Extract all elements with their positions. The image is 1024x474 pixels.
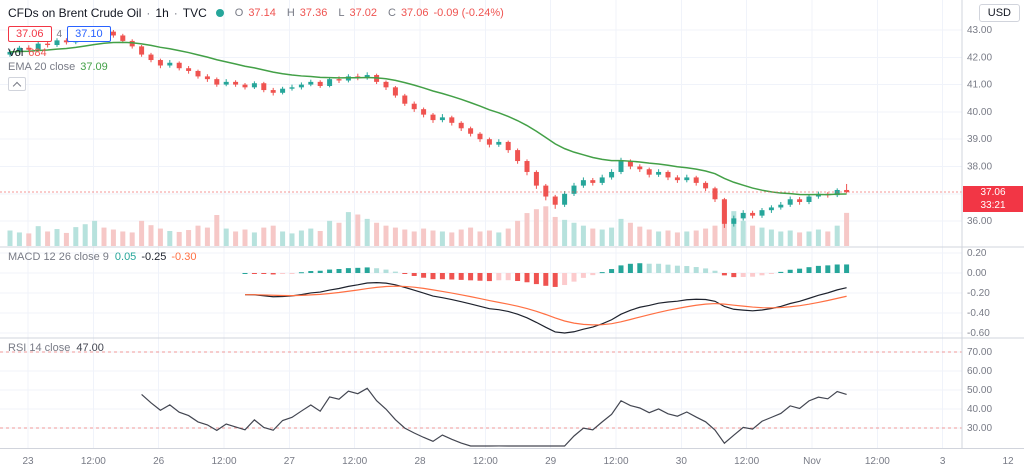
high-label: H (286, 7, 295, 19)
rsi-value: 47.00 (76, 342, 104, 354)
time-axis-label: 12:00 (864, 456, 890, 467)
volume-legend[interactable]: Vol 684 (8, 47, 47, 59)
svg-text:-0.40: -0.40 (967, 308, 990, 319)
pane-separators[interactable] (0, 0, 1024, 448)
chevron-up-icon (12, 81, 22, 90)
close-value: 37.06 (400, 7, 429, 19)
time-axis-label: 12:00 (211, 456, 237, 467)
time-axis-label: 12 (1002, 456, 1014, 467)
time-axis-label: 26 (153, 456, 165, 467)
svg-text:60.00: 60.00 (967, 366, 992, 377)
rsi-label: RSI 14 close (8, 342, 71, 354)
svg-text:70.00: 70.00 (967, 347, 992, 358)
time-axis-label: 30 (675, 456, 687, 467)
svg-text:43.00: 43.00 (967, 25, 992, 36)
interval-label[interactable]: 1h (155, 6, 169, 20)
time-axis[interactable]: 23 12:00 26 12:00 27 12:00 28 12:00 29 12:00 30 12:… (0, 448, 1024, 474)
macd-line-value: -0.25 (141, 251, 167, 263)
svg-text:40.00: 40.00 (967, 404, 992, 415)
exchange-label: TVC (182, 6, 207, 20)
change-value: -0.09 (-0.24%) (433, 7, 504, 19)
svg-text:38.00: 38.00 (967, 162, 992, 173)
buy-button[interactable]: 37.10 (67, 26, 111, 42)
realtime-data-icon[interactable] (215, 9, 224, 17)
time-axis-label: 27 (283, 456, 295, 467)
ema-line (9, 41, 847, 196)
ema-label: EMA 20 close (8, 61, 76, 73)
currency-button[interactable]: USD (978, 4, 1020, 22)
svg-text:0.20: 0.20 (967, 248, 987, 259)
svg-text:50.00: 50.00 (967, 385, 992, 396)
svg-text:0.00: 0.00 (967, 268, 987, 279)
low-label: L (338, 7, 345, 19)
rsi-plot (0, 351, 962, 447)
close-label: C (387, 7, 396, 19)
gridlines (0, 0, 962, 448)
svg-text:-0.20: -0.20 (967, 288, 990, 299)
open-label: O (234, 7, 244, 19)
chart-canvas[interactable]: 43.0042.0041.0040.0039.0038.0037.0036.00… (0, 0, 1024, 448)
time-axis-label: 3 (939, 456, 946, 467)
separator-dot: · (146, 6, 151, 20)
time-axis-label: 23 (22, 456, 34, 467)
symbol-title[interactable]: CFDs on Brent Crude Oil (8, 6, 142, 20)
macd-signal-value: -0.30 (171, 251, 197, 263)
svg-text:36.00: 36.00 (967, 216, 992, 227)
sell-button[interactable]: 37.06 (8, 26, 52, 42)
high-value: 37.36 (299, 7, 328, 19)
last-price-badge: 37.06 (963, 185, 1023, 199)
volume-label: Vol (8, 47, 24, 59)
time-axis-label: 12:00 (472, 456, 498, 467)
macd-hist-value: 0.05 (114, 251, 137, 263)
svg-text:-0.60: -0.60 (967, 328, 990, 339)
low-value: 37.02 (349, 7, 377, 19)
bar-countdown-badge: 33:21 (963, 199, 1023, 213)
price-axis[interactable] (962, 0, 1024, 448)
rsi-legend[interactable]: RSI 14 close 47.00 (8, 342, 104, 354)
macd-label: MACD 12 26 close 9 (8, 251, 109, 263)
time-axis-label: 12:00 (734, 456, 760, 467)
time-axis-label: 29 (545, 456, 557, 467)
candlesticks (7, 27, 850, 228)
collapse-indicators-button[interactable] (8, 77, 26, 91)
quote-panel: 37.06 4 37.10 (8, 26, 111, 42)
separator-dot: · (173, 6, 178, 20)
svg-text:41.00: 41.00 (967, 80, 992, 91)
svg-text:30.00: 30.00 (967, 423, 992, 434)
time-axis-label: 12:00 (80, 456, 106, 467)
time-axis-label: 12:00 (342, 456, 368, 467)
open-value: 37.14 (248, 7, 276, 19)
time-axis-label: Nov (803, 456, 821, 467)
ema-legend[interactable]: EMA 20 close 37.09 (8, 61, 108, 73)
svg-text:40.00: 40.00 (967, 107, 992, 118)
macd-plot (242, 263, 850, 334)
time-axis-label: 12:00 (603, 456, 629, 467)
macd-legend[interactable]: MACD 12 26 close 9 0.05 -0.25 -0.30 (8, 251, 196, 263)
spread-value: 4 (56, 28, 63, 40)
volume-bars (7, 200, 850, 246)
ema-value: 37.09 (80, 61, 108, 73)
svg-text:42.00: 42.00 (967, 52, 992, 63)
time-axis-label: 28 (414, 456, 426, 467)
chart-legend: CFDs on Brent Crude Oil · 1h · TVC O 37.1… (8, 6, 504, 20)
svg-text:39.00: 39.00 (967, 134, 992, 145)
volume-value: 684 (28, 47, 47, 59)
